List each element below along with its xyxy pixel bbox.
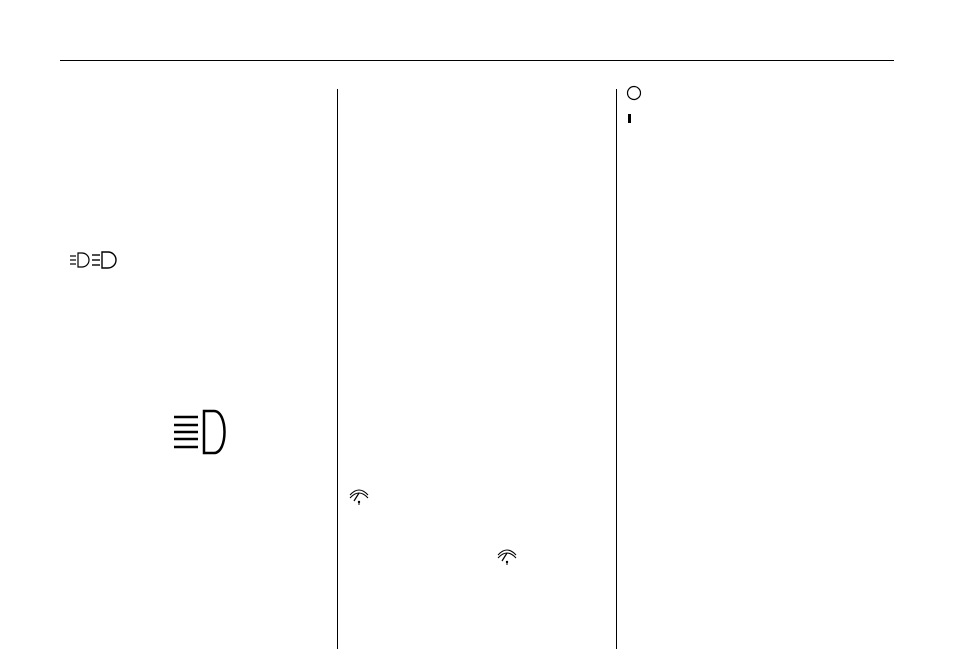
column-1 xyxy=(60,89,337,649)
windshield-wiper-icon xyxy=(496,547,518,570)
circle-outline-icon xyxy=(626,85,642,106)
top-horizontal-rule xyxy=(60,60,894,61)
column-2 xyxy=(338,89,615,649)
high-beam-icon xyxy=(170,407,234,462)
page-content xyxy=(60,60,894,636)
headlamp-pair-icon xyxy=(70,251,118,274)
windshield-wiper-icon xyxy=(348,487,370,510)
column-container xyxy=(60,89,894,649)
column-3 xyxy=(617,89,894,649)
small-vertical-mark-icon xyxy=(628,114,631,123)
